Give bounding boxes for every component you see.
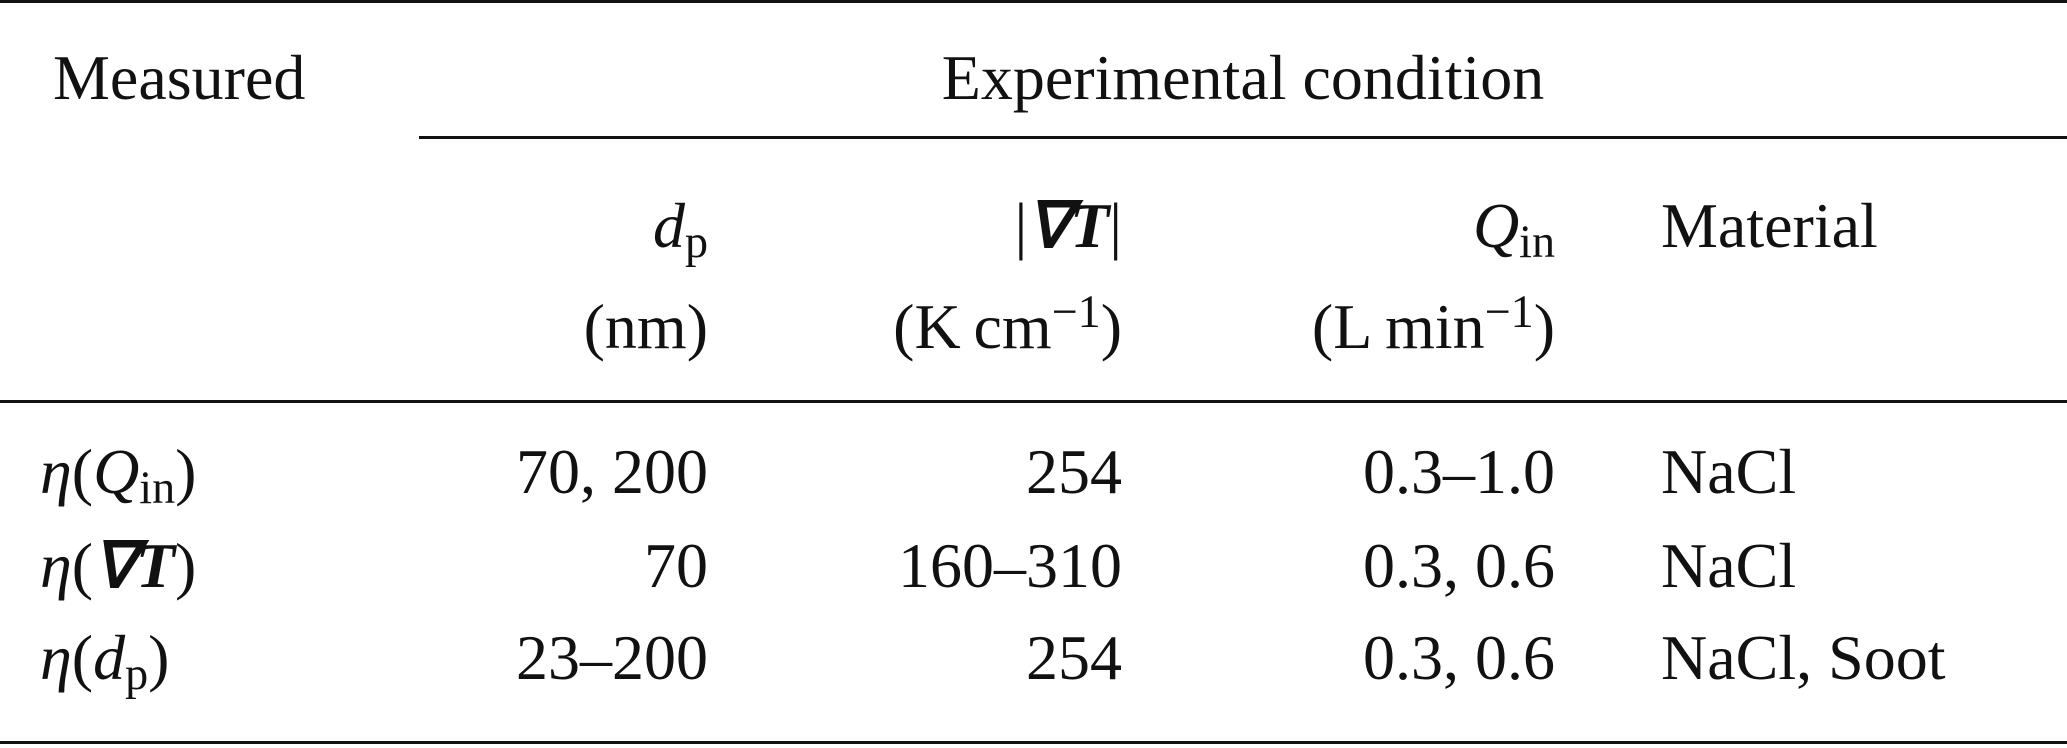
text-segment: ) bbox=[174, 530, 197, 601]
text-segment: p bbox=[684, 216, 708, 268]
text-segment: ) bbox=[148, 622, 170, 693]
text-segment: Material bbox=[1661, 190, 1878, 261]
text-segment: ) bbox=[1533, 291, 1555, 362]
bottom-rule bbox=[0, 741, 2067, 744]
text-segment: d bbox=[93, 622, 126, 693]
text-segment: | bbox=[1109, 190, 1122, 261]
header-rule bbox=[0, 400, 2067, 403]
text-segment: ( bbox=[71, 436, 94, 507]
text: NaCl, Soot bbox=[1661, 622, 1946, 693]
text-segment: d bbox=[652, 190, 685, 261]
column-name: Qin bbox=[1473, 194, 1555, 265]
cell: NaCl bbox=[1661, 534, 1796, 598]
text-segment: ( bbox=[71, 530, 94, 601]
text: 70 bbox=[644, 530, 708, 601]
text-segment: ) bbox=[1100, 291, 1122, 362]
column-unit: (nm) bbox=[584, 295, 708, 359]
text: Experimental condition bbox=[941, 42, 1545, 113]
text: 70, 200 bbox=[516, 436, 708, 507]
column-name: Material bbox=[1661, 194, 1878, 258]
column-name: |∇T| bbox=[1014, 194, 1122, 258]
text: 23–200 bbox=[516, 622, 708, 693]
cell: 70, 200 bbox=[516, 440, 708, 504]
header-group: Experimental condition bbox=[942, 46, 1545, 110]
cell: 0.3, 0.6 bbox=[1363, 626, 1555, 690]
text-segment: in bbox=[139, 462, 176, 514]
column-name: dp bbox=[653, 194, 708, 265]
cell: 254 bbox=[1026, 440, 1122, 504]
text: Measured bbox=[53, 42, 306, 113]
text-segment: (L min bbox=[1311, 291, 1485, 362]
text: 160–310 bbox=[898, 530, 1122, 601]
text-segment: | bbox=[1014, 190, 1028, 261]
text: NaCl bbox=[1661, 436, 1797, 507]
text-segment: ) bbox=[175, 436, 197, 507]
header-measured: Measured bbox=[53, 46, 305, 110]
row-measured: η(Qin) bbox=[40, 440, 196, 511]
text-segment: p bbox=[125, 648, 149, 700]
text-segment: −1 bbox=[1484, 286, 1534, 338]
text: 0.3–1.0 bbox=[1363, 436, 1555, 507]
text-segment: −1 bbox=[1051, 286, 1101, 338]
text-segment: (nm) bbox=[583, 291, 708, 362]
cell: 0.3, 0.6 bbox=[1363, 534, 1555, 598]
row-measured: η(dp) bbox=[40, 626, 169, 697]
text-segment: Q bbox=[93, 436, 140, 507]
cell: 23–200 bbox=[516, 626, 708, 690]
group-rule bbox=[419, 136, 2067, 139]
text-segment: ( bbox=[71, 622, 94, 693]
text-segment: ∇T bbox=[93, 530, 175, 601]
text-segment: η bbox=[40, 436, 72, 507]
cell: NaCl bbox=[1661, 440, 1796, 504]
text-segment: Q bbox=[1472, 190, 1520, 261]
text: 254 bbox=[1026, 622, 1122, 693]
text: 0.3, 0.6 bbox=[1363, 530, 1555, 601]
text-segment: in bbox=[1519, 216, 1555, 268]
cell: 160–310 bbox=[898, 534, 1122, 598]
row-measured: η(∇T) bbox=[40, 534, 196, 598]
cell: 0.3–1.0 bbox=[1363, 440, 1555, 504]
cell: 254 bbox=[1026, 626, 1122, 690]
top-rule bbox=[0, 0, 2067, 3]
text: 0.3, 0.6 bbox=[1363, 622, 1555, 693]
text: 254 bbox=[1026, 436, 1122, 507]
column-unit: (K cm−1) bbox=[893, 289, 1122, 359]
text: NaCl bbox=[1661, 530, 1797, 601]
text-segment: ∇T bbox=[1027, 190, 1110, 261]
column-unit: (L min−1) bbox=[1312, 289, 1555, 359]
text-segment: (K cm bbox=[893, 291, 1052, 362]
cell: NaCl, Soot bbox=[1661, 626, 1945, 690]
cell: 70 bbox=[644, 534, 708, 598]
text-segment: η bbox=[40, 622, 72, 693]
text-segment: η bbox=[40, 530, 72, 601]
